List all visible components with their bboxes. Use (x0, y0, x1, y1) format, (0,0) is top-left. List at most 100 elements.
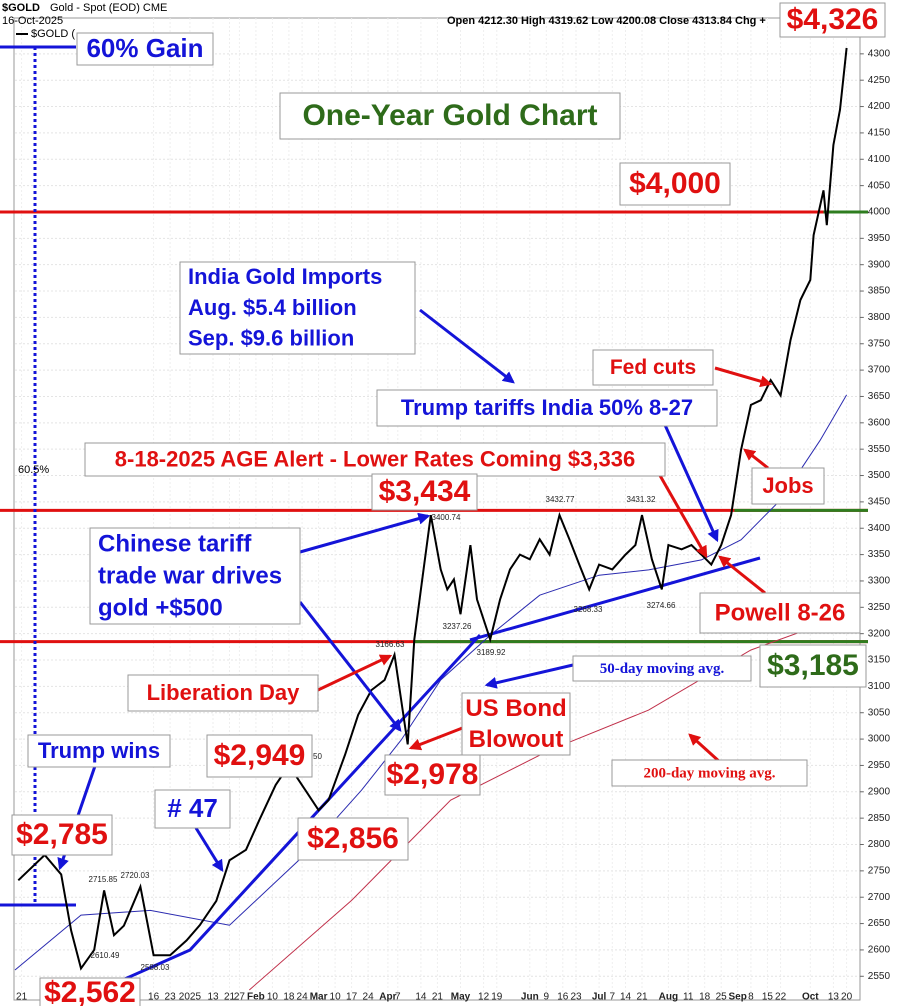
annotation-box (779, 2, 886, 38)
y-tick-label: 2700 (868, 892, 891, 903)
y-tick-label: 3050 (868, 707, 891, 718)
x-tick-label: 10 (330, 992, 342, 1003)
instrument: Gold - Spot (EOD) CME (50, 2, 167, 14)
annotation-box (89, 527, 301, 625)
x-tick-label: 18 (699, 992, 711, 1003)
y-tick-label: 3850 (868, 286, 891, 297)
y-tick-label: 3700 (868, 365, 891, 376)
annotation: $4,000 (629, 167, 721, 200)
y-tick-label: 3600 (868, 417, 891, 428)
annotation: Liberation Day (147, 680, 301, 705)
y-tick-label: 4100 (868, 154, 891, 165)
x-tick-label: Oct (802, 992, 819, 1003)
x-tick-label: 9 (544, 992, 550, 1003)
annotation: Sep. $9.6 billion (188, 325, 354, 350)
annotation: Blowout (469, 726, 564, 753)
price-label: 3274.66 (647, 601, 676, 610)
y-tick-label: 2600 (868, 945, 891, 956)
price-label: 3431.32 (627, 495, 656, 504)
x-tick-label: 21 (224, 992, 236, 1003)
x-tick-label: Apr (379, 992, 396, 1003)
annotation-box (39, 977, 141, 1006)
annotation-box (297, 817, 409, 861)
price-label: 3268.33 (574, 605, 603, 614)
annotation: # 47 (167, 793, 218, 823)
x-tick-label: May (451, 992, 471, 1003)
arrow (317, 654, 393, 692)
date: 16-Oct-2025 (2, 15, 63, 27)
annotation: 50-day moving avg. (600, 661, 725, 677)
y-tick-label: 3000 (868, 734, 891, 745)
annotation-box (179, 261, 416, 355)
x-tick-label: 12 (478, 992, 490, 1003)
percent-label: 60.5% (18, 464, 49, 476)
annotation-box (759, 644, 867, 688)
x-tick-label: 10 (267, 992, 279, 1003)
y-tick-label: 3200 (868, 628, 891, 639)
price-label: 2950 (304, 752, 322, 761)
x-tick-label: 24 (363, 992, 375, 1003)
y-tick-label: 3350 (868, 549, 891, 560)
arrow (718, 555, 766, 595)
annotation: $4,326 (787, 3, 879, 36)
annotation: Jobs (762, 473, 813, 498)
arrow (299, 512, 431, 554)
y-tick-label: 2550 (868, 971, 891, 982)
x-tick-label: 8 (748, 992, 754, 1003)
price-label: 2720.03 (121, 871, 150, 880)
annotation: $2,978 (387, 758, 479, 791)
y-tick-label: 3250 (868, 602, 891, 613)
annotation-box (619, 162, 731, 206)
y-tick-label: 4250 (868, 75, 891, 86)
arrows (57, 308, 773, 873)
annotation: Trump wins (38, 738, 160, 763)
annotation-box (611, 759, 808, 787)
annotation-box (206, 734, 313, 778)
annotation-box (279, 92, 621, 140)
annotation-box (572, 655, 752, 682)
annotation: US Bond (465, 695, 566, 722)
y-tick-label: 4300 (868, 48, 891, 59)
x-tick-label: 21 (636, 992, 648, 1003)
annotation: $2,856 (307, 822, 399, 855)
y-tick-label: 3150 (868, 655, 891, 666)
arrow (194, 827, 224, 873)
arrow (419, 308, 515, 384)
annotation: $2,562 (44, 976, 136, 1006)
x-tick-label: Jul (592, 992, 607, 1003)
annotation: Powell 8-26 (715, 599, 846, 626)
annotation-box (11, 814, 113, 856)
y-tick-label: 3950 (868, 233, 891, 244)
x-tick-label: 17 (346, 992, 358, 1003)
x-tick-label: 7 (395, 992, 401, 1003)
annotation-box (384, 754, 481, 796)
x-tick-label: Aug (659, 992, 678, 1003)
trendline (469, 556, 761, 642)
x-tick-label: 25 (716, 992, 728, 1003)
price-label: 2588.03 (141, 963, 170, 972)
annotation: $3,434 (379, 475, 471, 508)
ohlc: Open 4212.30 High 4319.62 Low 4200.08 Cl… (447, 15, 766, 27)
arrow (714, 366, 773, 388)
y-tick-label: 2900 (868, 786, 891, 797)
x-tick-label: 7 (610, 992, 616, 1003)
x-tick-label: 27 (234, 992, 246, 1003)
y-tick-label: 3300 (868, 576, 891, 587)
y-tick-label: 3750 (868, 338, 891, 349)
legend: $GOLD ( (31, 28, 75, 40)
x-tick-label: 24 (297, 992, 309, 1003)
x-tick-label: 18 (283, 992, 295, 1003)
annotation-box (699, 592, 861, 634)
x-tick-label: 2025 (179, 992, 202, 1003)
annotation: 8-18-2025 AGE Alert - Lower Rates Coming… (115, 446, 635, 471)
y-tick-label: 3650 (868, 391, 891, 402)
y-tick-label: 3400 (868, 523, 891, 534)
annotation-box (371, 473, 478, 511)
x-tick-label: 19 (491, 992, 503, 1003)
x-tick-label: 16 (148, 992, 160, 1003)
arrow (298, 601, 402, 732)
price-label: 2610.49 (91, 951, 120, 960)
y-tick-label: 3550 (868, 444, 891, 455)
annotation: $2,949 (214, 739, 306, 772)
